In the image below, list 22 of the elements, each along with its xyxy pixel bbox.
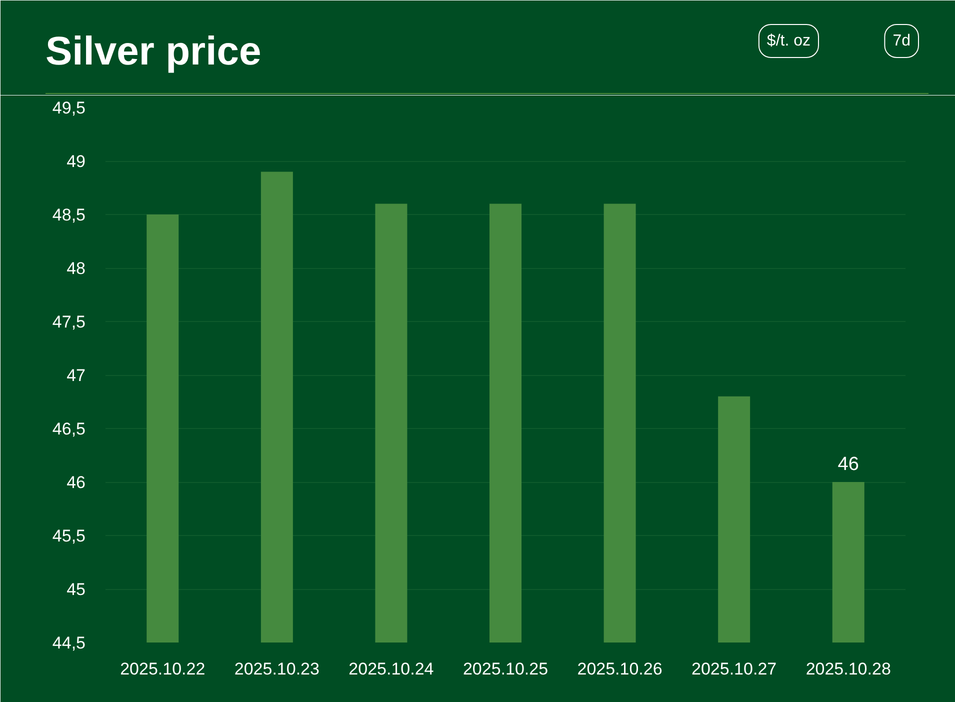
chart-title: Silver price <box>46 30 262 74</box>
y-tick-label: 47 <box>66 366 86 385</box>
x-tick-label: 2025.10.27 <box>692 660 777 678</box>
y-tick-label: 48,5 <box>52 206 86 224</box>
y-tick-label: 45,5 <box>52 526 86 546</box>
y-tick-label: 49,5 <box>52 98 86 118</box>
y-tick-label: 45 <box>66 580 86 599</box>
x-tick-label: 2025.10.22 <box>120 660 206 678</box>
y-tick-label: 46 <box>66 473 86 492</box>
text: 7d <box>892 32 910 50</box>
text: $/t. oz <box>766 32 810 50</box>
y-tick-label: 46,5 <box>52 420 86 438</box>
data-label: 46 <box>838 454 859 475</box>
x-tick-label: 2025.10.28 <box>806 660 891 678</box>
x-tick-label: 2025.10.25 <box>462 660 548 678</box>
y-tick-label: 47,5 <box>52 312 86 332</box>
x-tick-label: 2025.10.26 <box>577 660 662 678</box>
x-tick-label: 2025.10.23 <box>234 660 320 678</box>
y-tick-label: 44,5 <box>52 634 86 652</box>
y-tick-label: 49 <box>66 152 86 171</box>
x-tick-label: 2025.10.24 <box>348 660 434 678</box>
y-tick-label: 48 <box>66 259 86 278</box>
